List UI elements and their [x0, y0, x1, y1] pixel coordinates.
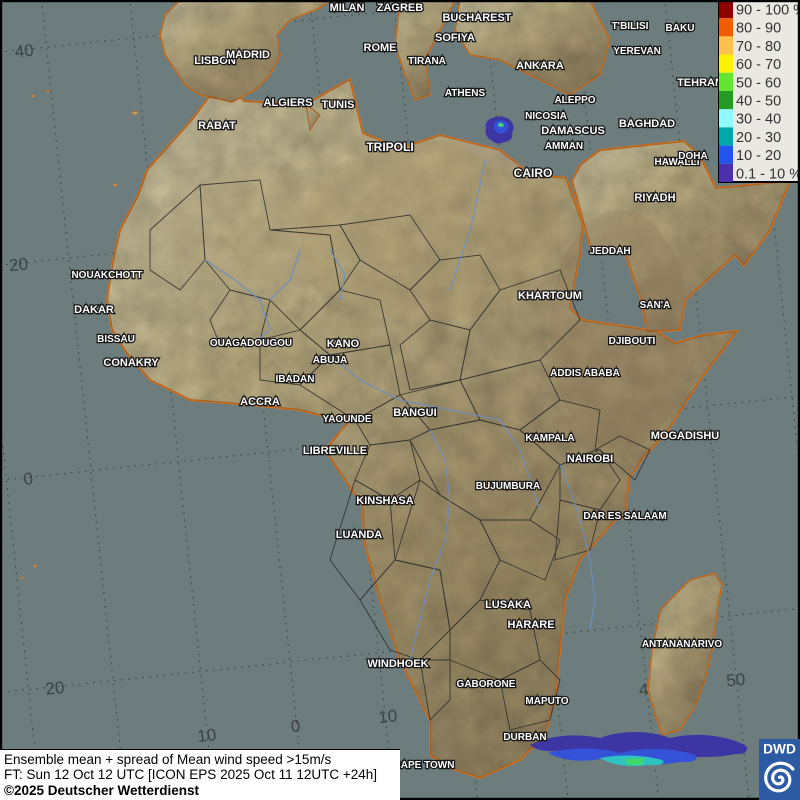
- svg-text:40 - 50: 40 - 50: [736, 94, 781, 110]
- svg-text:10: 10: [377, 706, 398, 727]
- svg-text:GABORONE: GABORONE: [457, 679, 516, 690]
- svg-text:NOUAKCHOTT: NOUAKCHOTT: [71, 270, 142, 281]
- svg-text:IBADAN: IBADAN: [276, 374, 315, 385]
- svg-text:YAOUNDE: YAOUNDE: [322, 414, 371, 425]
- svg-text:BAGHDAD: BAGHDAD: [619, 118, 675, 130]
- svg-text:10 - 20: 10 - 20: [736, 148, 781, 164]
- svg-text:RABAT: RABAT: [198, 120, 236, 132]
- svg-text:YEREVAN: YEREVAN: [613, 46, 661, 57]
- svg-text:DAKAR: DAKAR: [74, 304, 114, 316]
- svg-text:RIYADH: RIYADH: [634, 192, 675, 204]
- svg-text:OUAGADOUGOU: OUAGADOUGOU: [210, 338, 292, 349]
- svg-text:AMMAN: AMMAN: [545, 141, 583, 152]
- svg-text:ABUJA: ABUJA: [313, 355, 347, 366]
- svg-text:MAPUTO: MAPUTO: [525, 696, 568, 707]
- svg-text:BANGUI: BANGUI: [393, 407, 436, 419]
- svg-text:WINDHOEK: WINDHOEK: [367, 658, 428, 670]
- svg-text:NICOSIA: NICOSIA: [525, 111, 567, 122]
- svg-text:DAR ES SALAAM: DAR ES SALAAM: [583, 511, 666, 522]
- svg-text:ROME: ROME: [364, 42, 397, 54]
- svg-text:ANKARA: ANKARA: [516, 60, 564, 72]
- svg-text:CAPE TOWN: CAPE TOWN: [394, 760, 455, 771]
- svg-text:BUCHAREST: BUCHAREST: [442, 12, 511, 24]
- svg-text:0.1 - 10 %: 0.1 - 10 %: [736, 166, 800, 182]
- svg-text:LUSAKA: LUSAKA: [485, 599, 531, 611]
- svg-text:CAIRO: CAIRO: [514, 166, 553, 180]
- svg-text:SAN'A: SAN'A: [640, 300, 671, 311]
- svg-text:SOFIYA: SOFIYA: [435, 32, 475, 44]
- svg-text:DOHA: DOHA: [678, 151, 707, 162]
- svg-text:40: 40: [14, 41, 35, 62]
- svg-text:KHARTOUM: KHARTOUM: [518, 290, 582, 302]
- svg-text:0: 0: [23, 469, 34, 489]
- svg-text:NAIROBI: NAIROBI: [567, 453, 613, 465]
- svg-text:90 - 100 %: 90 - 100 %: [736, 3, 800, 19]
- svg-text:TUNIS: TUNIS: [322, 99, 355, 111]
- svg-text:ACCRA: ACCRA: [240, 396, 280, 408]
- svg-text:MILAN: MILAN: [330, 2, 365, 14]
- svg-text:KANO: KANO: [327, 338, 360, 350]
- svg-text:20: 20: [8, 254, 29, 275]
- svg-text:ALGIERS: ALGIERS: [264, 97, 313, 109]
- svg-text:DAMASCUS: DAMASCUS: [541, 125, 605, 137]
- svg-text:30 - 40: 30 - 40: [736, 112, 781, 128]
- svg-text:50 - 60: 50 - 60: [736, 75, 781, 91]
- svg-text:TEHRAN: TEHRAN: [677, 77, 723, 89]
- svg-text:ALEPPO: ALEPPO: [554, 95, 595, 106]
- svg-text:TRIPOLI: TRIPOLI: [366, 140, 413, 154]
- svg-text:BUJUMBURA: BUJUMBURA: [476, 481, 540, 492]
- svg-text:10: 10: [196, 725, 217, 746]
- svg-text:0: 0: [290, 716, 301, 736]
- svg-text:ANTANANARIVO: ANTANANARIVO: [642, 639, 723, 650]
- svg-text:70 - 80: 70 - 80: [736, 39, 781, 55]
- svg-text:CONAKRY: CONAKRY: [103, 357, 159, 369]
- svg-text:DWD: DWD: [763, 741, 796, 756]
- svg-text:20 - 30: 20 - 30: [736, 130, 781, 146]
- svg-text:ZAGREB: ZAGREB: [377, 2, 424, 14]
- svg-text:HARARE: HARARE: [507, 619, 554, 631]
- svg-text:BAKU: BAKU: [666, 23, 695, 34]
- svg-text:DJIBOUTI: DJIBOUTI: [609, 336, 656, 347]
- svg-text:BISSAU: BISSAU: [97, 334, 135, 345]
- svg-text:MADRID: MADRID: [226, 49, 270, 61]
- svg-text:ATHENS: ATHENS: [445, 88, 486, 99]
- svg-text:LUANDA: LUANDA: [336, 529, 382, 541]
- svg-text:20: 20: [45, 678, 66, 699]
- svg-text:LIBREVILLE: LIBREVILLE: [303, 445, 367, 457]
- svg-text:JEDDAH: JEDDAH: [589, 246, 630, 257]
- svg-text:T'BILISI: T'BILISI: [612, 21, 649, 32]
- svg-text:KAMPALA: KAMPALA: [525, 433, 574, 444]
- svg-text:MOGADISHU: MOGADISHU: [651, 430, 720, 442]
- svg-text:50: 50: [725, 670, 746, 691]
- svg-text:KINSHASA: KINSHASA: [356, 495, 414, 507]
- svg-text:TIRANA: TIRANA: [408, 56, 446, 67]
- svg-text:DURBAN: DURBAN: [503, 732, 546, 743]
- svg-text:ADDIS ABABA: ADDIS ABABA: [550, 368, 620, 379]
- svg-text:60 - 70: 60 - 70: [736, 57, 781, 73]
- svg-text:80 - 90: 80 - 90: [736, 21, 781, 37]
